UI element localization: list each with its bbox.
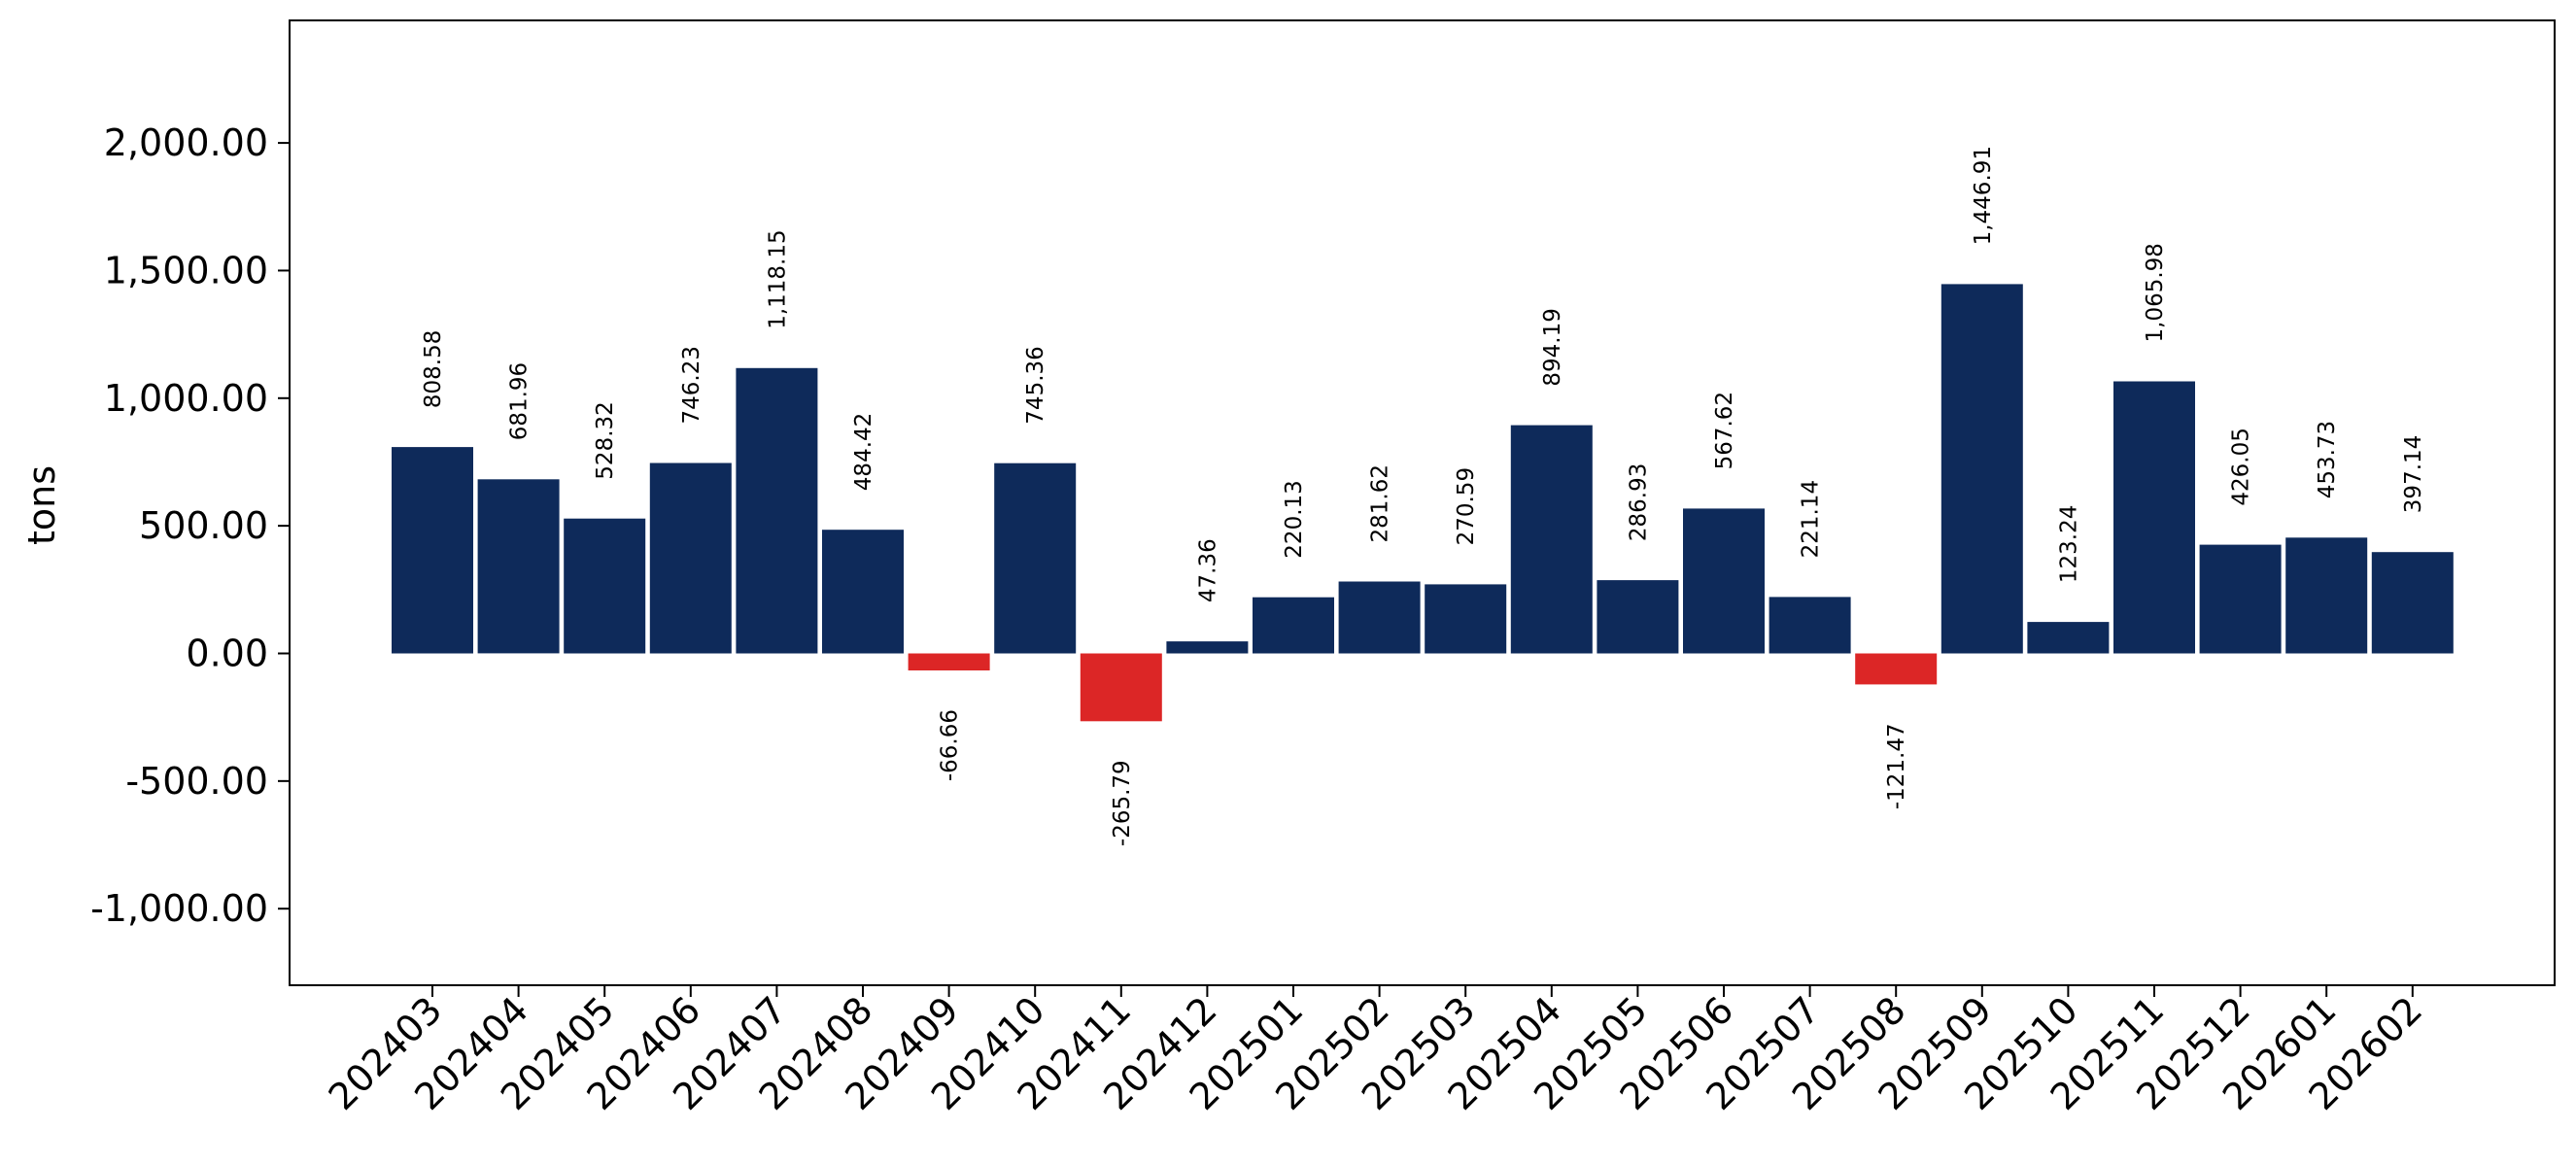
bar-202412 <box>1166 641 1249 654</box>
bar-202408 <box>822 530 904 654</box>
bars-group <box>392 284 2454 722</box>
value-label-202404: 681.96 <box>507 362 532 440</box>
value-label-202405: 528.32 <box>593 401 618 479</box>
bar-202406 <box>649 463 732 654</box>
y-tick-label: 500.00 <box>139 504 268 547</box>
y-tick-label: -1,000.00 <box>90 887 268 930</box>
bar-202502 <box>1338 581 1421 654</box>
bar-202404 <box>477 479 560 654</box>
plot-frame <box>289 19 2556 986</box>
value-label-202505: 286.93 <box>1626 463 1651 541</box>
y-tick-label: 1,500.00 <box>104 249 268 291</box>
value-label-202501: 220.13 <box>1282 480 1307 558</box>
value-label-202601: 453.73 <box>2315 421 2340 498</box>
value-label-202403: 808.58 <box>421 330 446 408</box>
value-label-202412: 47.36 <box>1195 538 1220 602</box>
value-label-202503: 270.59 <box>1454 467 1479 545</box>
bar-202501 <box>1253 597 1334 654</box>
value-label-202502: 281.62 <box>1368 464 1393 542</box>
bar-202504 <box>1510 425 1593 654</box>
bar-202403 <box>392 447 473 654</box>
value-labels-group: 808.58 681.96 528.32 746.23 1,118.15 484.42 -6… <box>421 146 2426 846</box>
bar-202407 <box>736 367 818 654</box>
bar-202507 <box>1769 597 1851 654</box>
bar-202411 <box>1080 653 1162 722</box>
bar-202410 <box>994 463 1077 654</box>
bar-202505 <box>1597 580 1679 654</box>
value-label-202410: 745.36 <box>1023 346 1048 424</box>
bar-202601 <box>2285 537 2368 654</box>
bar-202405 <box>564 518 646 654</box>
value-label-202510: 123.24 <box>2056 505 2081 583</box>
y-axis-ticks: -1,000.00 -500.00 0.00 500.00 1,000.00 1,500.… <box>90 121 290 930</box>
y-axis-label: tons <box>20 465 63 545</box>
bar-202511 <box>2113 381 2195 654</box>
y-tick-label: 1,000.00 <box>104 377 268 420</box>
x-axis-ticks: 2024032024042024052024062024072024082024… <box>321 985 2430 1118</box>
bar-202512 <box>2199 544 2282 654</box>
bar-202503 <box>1425 584 1507 654</box>
bar-202509 <box>1941 284 2023 654</box>
y-tick-label: 2,000.00 <box>104 121 268 164</box>
value-label-202504: 894.19 <box>1540 308 1565 386</box>
y-tick-label: -500.00 <box>125 760 268 803</box>
y-tick-label: 0.00 <box>186 632 268 674</box>
plot-background <box>290 20 2555 985</box>
value-label-202512: 426.05 <box>2229 428 2254 505</box>
bar-202508 <box>1855 653 1938 685</box>
value-label-202508: -121.47 <box>1884 723 1909 809</box>
value-label-202406: 746.23 <box>679 346 704 424</box>
value-label-202409: -66.66 <box>938 709 963 781</box>
value-label-202511: 1,065.98 <box>2143 243 2168 342</box>
value-label-202602: 397.14 <box>2401 435 2426 513</box>
bar-202506 <box>1683 508 1765 654</box>
value-label-202407: 1,118.15 <box>765 229 790 328</box>
value-label-202506: 567.62 <box>1712 392 1737 469</box>
value-label-202509: 1,446.91 <box>1971 146 1996 245</box>
value-label-202408: 484.42 <box>851 413 876 491</box>
value-label-202507: 221.14 <box>1799 480 1824 558</box>
value-label-202411: -265.79 <box>1110 760 1135 846</box>
bar-202510 <box>2027 622 2110 654</box>
bar-202602 <box>2371 552 2454 654</box>
bar-202409 <box>908 653 990 670</box>
